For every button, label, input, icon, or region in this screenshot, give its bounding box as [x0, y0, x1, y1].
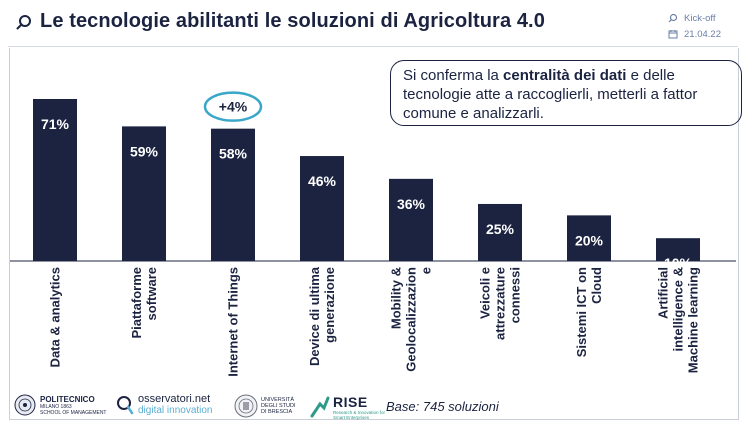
bar-value-label-3: 46%: [308, 173, 337, 189]
bar-6: [567, 215, 611, 261]
bar-chart: 71% Data & analytics 59% Piattaformesoftwar…: [10, 91, 736, 377]
content-frame: [9, 48, 739, 420]
event-date: 21.04.22: [684, 28, 721, 40]
category-label-6: Sistemi ICT onCloud: [574, 267, 604, 357]
polimi-school: SCHOOL OF MANAGEMENT: [40, 409, 107, 416]
event-meta: Kick-off 21.04.22: [668, 10, 721, 42]
header-divider: [8, 46, 738, 47]
bar-4: [389, 178, 433, 261]
bar-3: [300, 156, 344, 261]
bar-value-label-7: 10%: [664, 255, 693, 271]
bar-value-label-5: 25%: [486, 221, 515, 237]
category-label-0: Data & analytics: [48, 267, 63, 367]
unibs-line2: DEGLI STUDI: [261, 403, 296, 409]
slide-header: Le tecnologie abilitanti le soluzioni di…: [0, 0, 746, 48]
rise-sub: Research & Innovation for Smart Enterpri…: [333, 410, 386, 420]
unibs-line1: UNIVERSITÀ: [261, 397, 295, 403]
polimi-name: POLITECNICO: [40, 394, 95, 404]
category-label-4: Mobility &Geolocalizzazione: [389, 267, 434, 372]
bar-0: [33, 99, 77, 261]
polimi-seal-icon: [14, 394, 36, 416]
magnifier-small-icon: [668, 13, 678, 23]
rise-arrow-icon: [310, 396, 330, 418]
callout-box: Si conferma la centralità dei dati e del…: [390, 60, 742, 126]
annotation-ellipse: [203, 91, 263, 122]
callout-text-1: Si conferma la: [403, 67, 504, 84]
osservatori-name: osservatori.net: [138, 393, 211, 405]
category-label-7: Artificialintelligence &Machine learning: [656, 267, 701, 373]
unibs-line3: DI BRESCIA: [261, 409, 293, 415]
event-label: Kick-off: [684, 12, 716, 24]
category-label-3: Device di ultimagenerazione: [307, 266, 337, 366]
calendar-icon: [668, 30, 678, 39]
bar-value-label-6: 20%: [575, 232, 604, 248]
rise-logo: RISE Research & Innovation for Smart Ent…: [310, 394, 393, 420]
bar-1: [122, 126, 166, 261]
bar-7: [656, 238, 700, 261]
bar-value-label-1: 59%: [130, 143, 159, 159]
bar-value-label-4: 36%: [397, 196, 426, 212]
polimi-sub: MILANO 1863: [40, 403, 72, 410]
magnifier-icon: [16, 15, 31, 30]
bar-value-label-2: 58%: [219, 146, 248, 162]
polimi-logo: POLITECNICO MILANO 1863 SCHOOL OF MANAGE…: [14, 394, 107, 416]
unibs-logo: UNIVERSITÀ DEGLI STUDI DI BRESCIA: [234, 394, 296, 418]
footer: POLITECNICO MILANO 1863 SCHOOL OF MANAGE…: [0, 380, 746, 432]
category-label-2: Internet of Things: [226, 267, 241, 377]
rise-name: RISE: [333, 394, 368, 410]
callout-text-2: e delle tecnologie atte a raccoglierli, …: [403, 67, 698, 122]
category-label-1: Piattaformesoftware: [129, 267, 159, 339]
bar-5: [478, 203, 522, 261]
slide-title: Le tecnologie abilitanti le soluzioni di…: [40, 10, 545, 32]
category-label-5: Veicoli eattrezzatureconnessi: [478, 267, 523, 340]
annotation-label: +4%: [219, 99, 248, 115]
osservatori-logo: osservatori.net digital innovation: [116, 394, 213, 416]
osservatori-mark-icon: [117, 396, 134, 415]
callout-bold: centralità dei dati: [503, 67, 627, 84]
base-note: Base: 745 soluzioni: [386, 399, 499, 414]
osservatori-sub: digital innovation: [138, 405, 213, 416]
unibs-seal-icon: [234, 394, 258, 418]
bar-value-label-0: 71%: [41, 116, 70, 132]
bar-2: [211, 128, 255, 261]
